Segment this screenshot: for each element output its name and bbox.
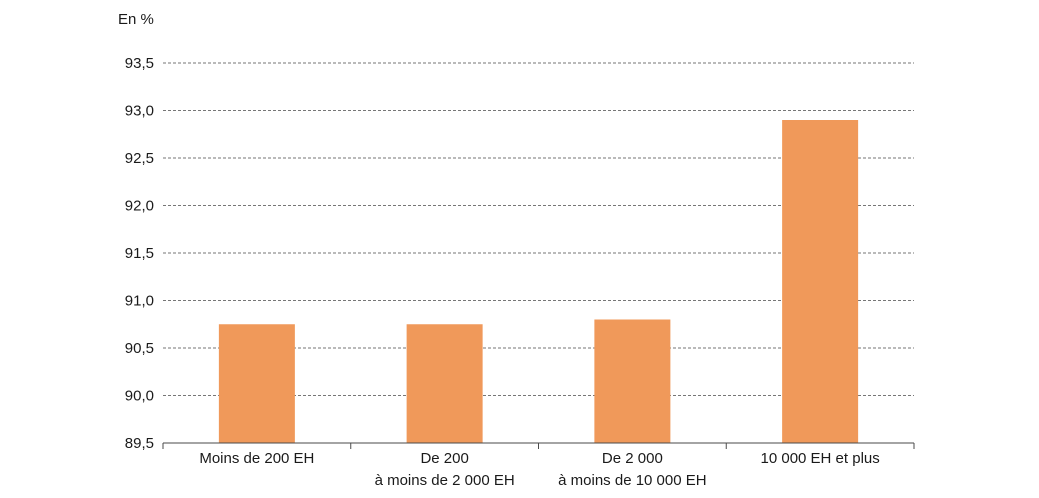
x-category-label: à moins de 2 000 EH [375, 472, 515, 489]
y-tick-label: 89,5 [125, 435, 154, 452]
y-tick-label: 92,5 [125, 150, 154, 167]
x-axis [162, 442, 915, 449]
x-category-label: Moins de 200 EH [199, 450, 314, 467]
y-tick-label: 93,0 [125, 103, 154, 120]
x-axis-labels: Moins de 200 EH De 200 à moins de 2 000 EH… [199, 450, 879, 489]
y-tick-label: 91,5 [125, 245, 154, 262]
y-tick-label: 93,5 [125, 55, 154, 72]
x-category-label: 10 000 EH et plus [761, 450, 880, 467]
x-category-label: De 200 [420, 450, 468, 467]
y-tick-label: 90,0 [125, 388, 154, 405]
bars [218, 120, 859, 443]
bar [594, 319, 671, 443]
x-category-label: à moins de 10 000 EH [558, 472, 706, 489]
y-tick-label: 90,5 [125, 340, 154, 357]
bar [218, 324, 295, 443]
y-tick-label: 92,0 [125, 198, 154, 215]
y-unit-label: En % [118, 11, 154, 28]
bar [782, 120, 859, 443]
x-category-label: De 2 000 [602, 450, 663, 467]
y-axis-ticks: 89,5 90,0 90,5 91,0 91,5 92,0 92,5 93,0 93,5 [125, 55, 154, 452]
bar [406, 324, 483, 443]
y-tick-label: 91,0 [125, 293, 154, 310]
